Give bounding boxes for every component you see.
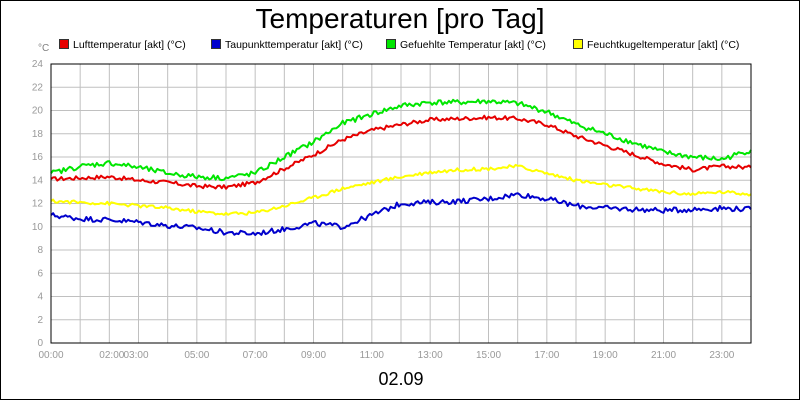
series-line-1	[50, 192, 752, 236]
x-tick-label: 17:00	[534, 350, 559, 361]
legend-swatch-yellow	[573, 39, 583, 49]
legend-swatch-red	[59, 39, 69, 49]
x-tick-label: 13:00	[418, 350, 443, 361]
legend-swatch-green	[386, 39, 396, 49]
x-axis-date-label: 02.09	[378, 369, 424, 389]
y-tick-label: 6	[37, 268, 43, 279]
y-axis-unit-label: °C	[38, 43, 50, 54]
y-tick-label: 8	[37, 245, 43, 256]
y-tick-label: 18	[32, 129, 44, 140]
legend-label: Gefuehlte Temperatur [akt] (°C)	[400, 39, 546, 51]
series-line-3	[50, 163, 752, 216]
series-line-2	[50, 98, 752, 182]
x-tick-label: 21:00	[651, 350, 676, 361]
x-tick-label: 02:00	[99, 350, 124, 361]
x-tick-label: 05:00	[184, 350, 209, 361]
y-tick-label: 22	[32, 82, 44, 93]
legend-item-gefuehlte-temperatur: Gefuehlte Temperatur [akt] (°C)	[386, 39, 546, 51]
x-tick-label: 23:00	[709, 350, 734, 361]
y-tick-label: 24	[32, 59, 44, 70]
legend-label: Feuchtkugeltemperatur [akt] (°C)	[587, 39, 740, 51]
legend-item-lufttemperatur: Lufttemperatur [akt] (°C)	[59, 39, 186, 51]
legend-label: Lufttemperatur [akt] (°C)	[73, 39, 186, 51]
plot-border	[50, 63, 752, 344]
legend-swatch-blue	[211, 39, 221, 49]
legend-item-feuchtkugeltemperatur: Feuchtkugeltemperatur [akt] (°C)	[573, 39, 739, 51]
chart-title: Temperaturen [pro Tag]	[255, 3, 545, 34]
y-tick-label: 0	[37, 338, 43, 349]
y-tick-label: 2	[37, 315, 43, 326]
legend-item-taupunkttemperatur: Taupunkttemperatur [akt] (°C)	[211, 39, 363, 51]
x-tick-label: 11:00	[360, 350, 385, 361]
legend-label: Taupunkttemperatur [akt] (°C)	[225, 39, 363, 51]
x-tick-label: 19:00	[593, 350, 618, 361]
y-tick-label: 14	[32, 175, 44, 186]
x-tick-label: 07:00	[243, 350, 268, 361]
x-tick-label: 03:00	[124, 350, 149, 361]
x-tick-label: 00:00	[38, 350, 63, 361]
y-tick-label: 10	[32, 222, 44, 233]
x-tick-label: 15:00	[476, 350, 501, 361]
y-tick-label: 16	[32, 152, 44, 163]
x-tick-label: 09:00	[301, 350, 326, 361]
y-tick-label: 12	[32, 199, 44, 210]
series-line-0	[50, 114, 752, 190]
y-tick-label: 20	[32, 106, 44, 117]
y-tick-label: 4	[37, 292, 43, 303]
